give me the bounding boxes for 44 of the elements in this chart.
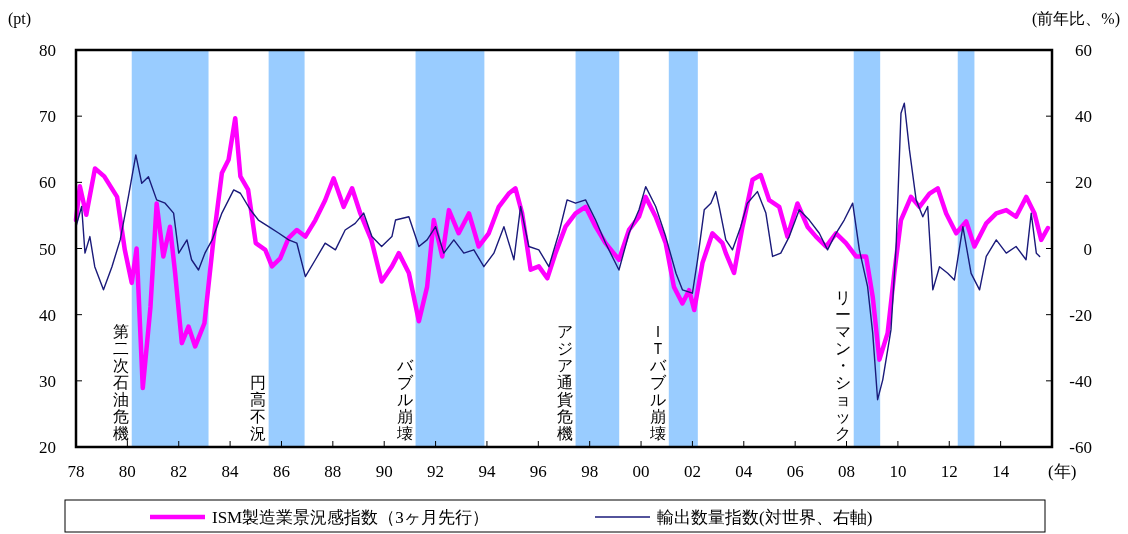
- x-tick-label: 10: [889, 462, 907, 481]
- y-axis-title: (pt): [8, 10, 32, 28]
- band-label: 円高不況: [249, 374, 266, 442]
- y-tick-label: 20: [39, 438, 56, 457]
- y-tick-label: 40: [39, 305, 56, 325]
- y2-tick-label: -40: [1069, 371, 1092, 391]
- y-tick-label: 30: [39, 371, 56, 391]
- x-tick-label: 86: [272, 462, 290, 481]
- x-tick-label: 04: [735, 462, 753, 481]
- x-tick-label: 94: [478, 462, 496, 481]
- y2-tick-label: 40: [1075, 107, 1092, 127]
- band-label: アジア通貨危機: [556, 323, 573, 442]
- legend-label: ISM製造業景況感指数（3ヶ月先行）: [212, 508, 489, 527]
- legend-label: 輸出数量指数(対世界、右軸): [657, 508, 873, 527]
- x-axis-title: (年): [1048, 462, 1077, 481]
- y-tick-label: 80: [39, 41, 56, 60]
- y2-tick-label: 60: [1075, 41, 1092, 60]
- x-tick-label: 14: [992, 462, 1010, 481]
- x-tick-label: 00: [632, 462, 650, 481]
- y2-tick-label: -20: [1069, 305, 1092, 325]
- x-tick-label: 02: [683, 462, 701, 481]
- x-tick-label: 78: [67, 462, 85, 481]
- x-tick-label: 06: [786, 462, 804, 481]
- y2-tick-label: 0: [1083, 239, 1092, 259]
- x-tick-label: 82: [170, 462, 188, 481]
- band-label: ＩＴバブル崩壊: [648, 323, 667, 442]
- x-tick-label: 80: [118, 462, 136, 481]
- band-label: バブル崩壊: [395, 357, 414, 442]
- y2-axis-title: (前年比、%): [1032, 10, 1120, 28]
- x-tick-label: 90: [375, 462, 393, 481]
- text: リーマン・ショック: [834, 289, 851, 442]
- x-tick-label: 88: [324, 462, 342, 481]
- band-label: 第二次石油危機: [112, 323, 129, 442]
- x-tick-label: 98: [581, 462, 599, 481]
- y-tick-label: 70: [39, 107, 56, 127]
- y2-tick-label: -60: [1069, 438, 1092, 457]
- y-tick-label: 50: [39, 239, 56, 259]
- x-tick-label: 12: [940, 462, 958, 481]
- y-tick-label: 60: [39, 173, 56, 193]
- x-tick-label: 08: [838, 462, 856, 481]
- x-tick-label: 96: [529, 462, 547, 481]
- y2-tick-label: 20: [1075, 173, 1092, 193]
- x-tick-label: 84: [221, 462, 240, 481]
- x-tick-label: 92: [427, 462, 445, 481]
